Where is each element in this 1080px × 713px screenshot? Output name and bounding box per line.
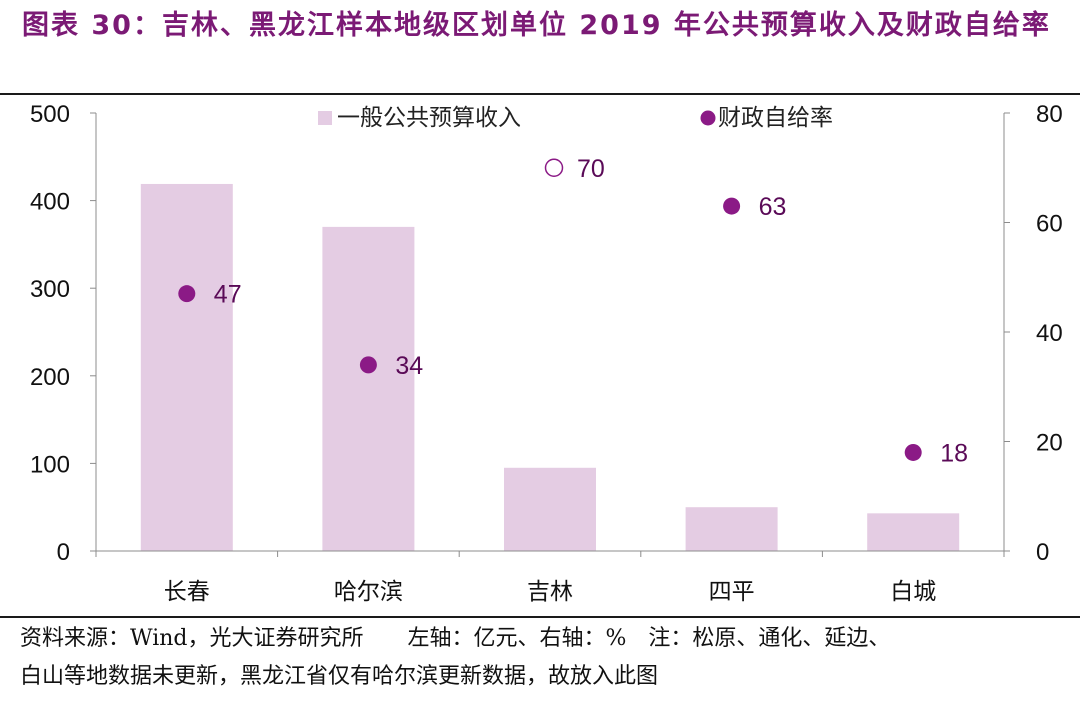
right-tick-label: 40 bbox=[1036, 320, 1063, 347]
x-category-label: 长春 bbox=[164, 579, 210, 605]
figure-title: 图表 30：吉林、黑龙江样本地级区划单位 2019 年公共预算收入及财政自给率 bbox=[22, 10, 1051, 41]
left-tick-label: 500 bbox=[30, 101, 70, 128]
right-tick-label: 60 bbox=[1036, 211, 1063, 238]
ratio-point bbox=[359, 356, 377, 374]
bar bbox=[322, 226, 415, 551]
x-category-label: 四平 bbox=[709, 579, 755, 605]
x-category-label: 白城 bbox=[890, 579, 936, 605]
ratio-point bbox=[544, 158, 564, 177]
x-category-label: 吉林 bbox=[527, 579, 573, 605]
legend-point-swatch bbox=[700, 110, 716, 126]
ratio-data-label: 63 bbox=[759, 193, 787, 221]
left-tick-label: 100 bbox=[30, 451, 70, 478]
left-tick-label: 200 bbox=[30, 364, 70, 391]
left-tick-label: 0 bbox=[57, 539, 70, 566]
ratio-point bbox=[723, 197, 741, 215]
ratio-point bbox=[904, 443, 922, 461]
bottom-rule bbox=[0, 616, 1080, 618]
bar bbox=[867, 513, 960, 551]
legend-bar-swatch bbox=[318, 111, 332, 125]
bar bbox=[140, 183, 233, 551]
bar bbox=[685, 507, 778, 551]
left-tick-label: 400 bbox=[30, 189, 70, 216]
right-tick-label: 0 bbox=[1036, 539, 1049, 566]
bar bbox=[504, 467, 596, 551]
legend-point-label: 财政自给率 bbox=[718, 105, 833, 131]
left-tick-label: 300 bbox=[30, 276, 70, 303]
ratio-data-label: 47 bbox=[214, 281, 242, 309]
right-tick-label: 80 bbox=[1036, 101, 1063, 128]
ratio-data-label: 70 bbox=[577, 155, 605, 183]
footer-source-line: 资料来源：Wind，光大证券研究所 左轴：亿元、右轴：% 注：松原、通化、延边、 bbox=[20, 626, 891, 651]
chart: 0 100 200 300 400 500 0 20 40 60 80 长春 哈尔滨 吉林 四平 白城 47 3… bbox=[30, 101, 1063, 605]
x-category-label: 哈尔滨 bbox=[334, 579, 403, 605]
ratio-point bbox=[178, 285, 196, 303]
right-tick-label: 20 bbox=[1036, 430, 1063, 457]
footer-note-line: 白山等地数据未更新，黑龙江省仅有哈尔滨更新数据，故放入此图 bbox=[20, 664, 659, 689]
ratio-data-label: 18 bbox=[940, 439, 968, 467]
legend-bar-label: 一般公共预算收入 bbox=[337, 105, 521, 131]
ratio-data-label: 34 bbox=[395, 352, 423, 380]
top-rule bbox=[0, 93, 1080, 95]
footer-note: 资料来源：Wind，光大证券研究所 左轴：亿元、右轴：% 注：松原、通化、延边、… bbox=[20, 620, 1070, 696]
